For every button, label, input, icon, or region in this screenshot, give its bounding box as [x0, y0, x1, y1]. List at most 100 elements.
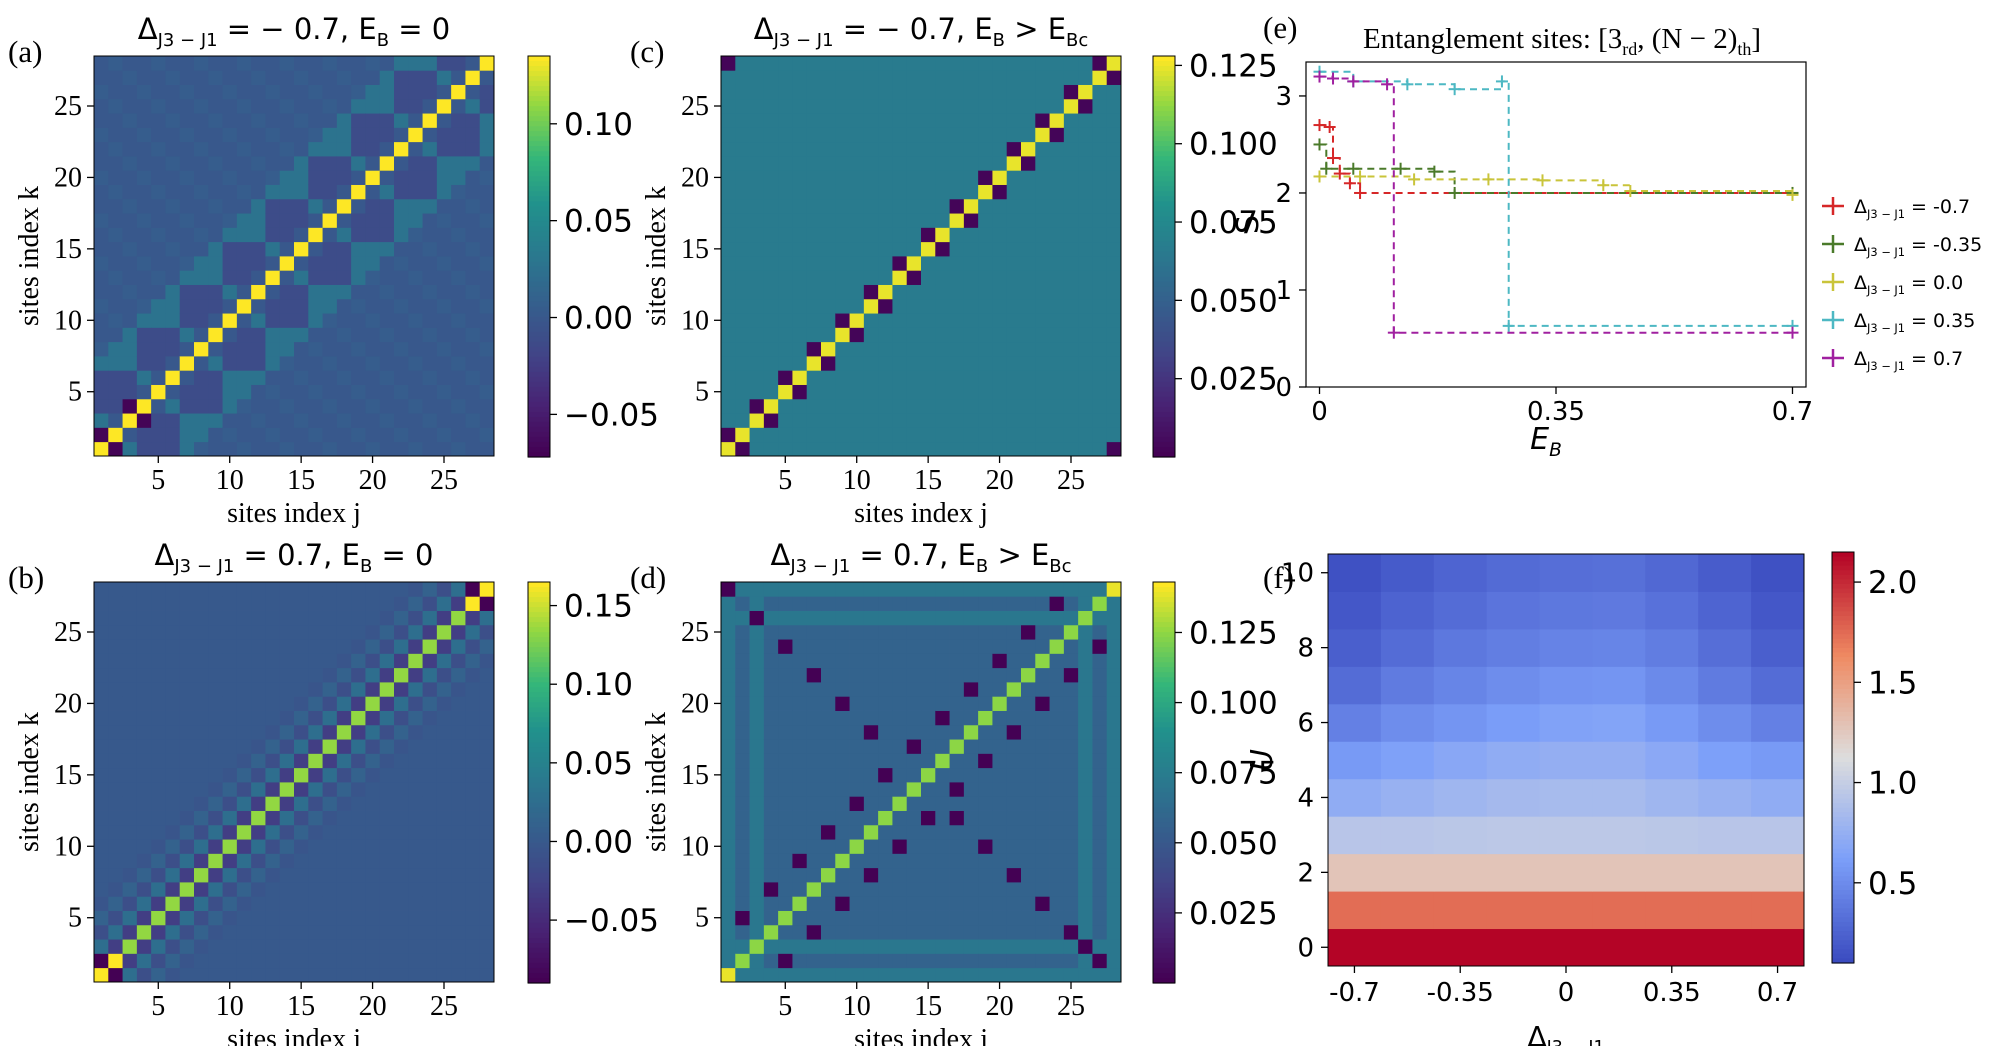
heatmap-cell — [336, 56, 352, 71]
colorbar-segment — [1832, 903, 1854, 909]
heatmap-cell — [194, 441, 209, 457]
heatmap-cell — [906, 441, 922, 457]
heatmap-cell — [749, 70, 765, 85]
colorbar-segment — [1153, 762, 1175, 769]
title-part-pre: Δ — [1527, 1020, 1546, 1046]
heatmap-cell — [778, 953, 793, 969]
heatmap-cell — [863, 896, 879, 911]
heatmap-cell — [179, 427, 195, 443]
heatmap-cell — [1328, 853, 1382, 892]
colorbar-segment — [1832, 661, 1854, 667]
heatmap-cell — [1078, 924, 1093, 940]
heatmap-cell — [963, 356, 979, 371]
heatmap-cell — [1063, 953, 1079, 969]
heatmap-cell — [806, 256, 822, 271]
heatmap-cell — [749, 653, 765, 669]
heatmap-cell — [279, 356, 295, 371]
heatmap-cell — [1021, 896, 1036, 911]
heatmap-cell — [806, 739, 822, 754]
heatmap-cell — [179, 270, 195, 285]
heatmap-cell — [94, 610, 109, 626]
colorbar-segment — [1153, 446, 1175, 453]
x-tick-label: 0 — [1311, 397, 1328, 427]
colorbar-segment — [1153, 441, 1175, 448]
heatmap-cell — [222, 441, 238, 457]
heatmap-cell — [1751, 928, 1805, 967]
heatmap-cell — [194, 284, 209, 300]
heatmap-cell — [208, 824, 223, 840]
heatmap-cell — [465, 70, 481, 85]
colorbar-segment — [1832, 739, 1854, 745]
colorbar-segment — [1832, 835, 1854, 841]
heatmap-cell — [835, 639, 850, 654]
heatmap-cell — [1380, 816, 1435, 855]
heatmap-cell — [251, 696, 266, 711]
heatmap-cell — [479, 313, 495, 328]
heatmap-cell — [351, 682, 366, 697]
heatmap-cell — [436, 939, 452, 954]
heatmap-cell — [108, 624, 123, 640]
heatmap-cell — [451, 298, 466, 314]
heatmap-cell — [906, 113, 922, 128]
heatmap-cell — [792, 839, 808, 854]
heatmap-cell — [136, 270, 152, 285]
heatmap-cell — [251, 710, 266, 726]
heatmap-cell — [1006, 84, 1022, 100]
heatmap-cell — [236, 667, 252, 683]
heatmap-cell — [422, 639, 438, 654]
heatmap-cell — [1698, 628, 1752, 667]
heatmap-cell — [1078, 782, 1093, 797]
heatmap-cell — [821, 327, 836, 343]
heatmap-cell — [1063, 156, 1079, 171]
y-axis-label: U — [1245, 749, 1280, 771]
heatmap-cell — [721, 682, 736, 697]
heatmap-cell — [949, 184, 965, 200]
heatmap-cell — [1106, 398, 1122, 414]
y-tick-label: 15 — [681, 760, 709, 791]
heatmap-cell — [308, 882, 323, 897]
heatmap-cell — [322, 70, 338, 85]
colorbar-segment — [1153, 757, 1175, 764]
x-axis-label: sites index j — [227, 1024, 361, 1046]
heatmap-cell — [251, 682, 266, 697]
heatmap-cell — [122, 298, 138, 314]
heatmap-cell — [322, 241, 338, 257]
heatmap-cell — [749, 313, 765, 328]
heatmap-cell — [821, 84, 836, 100]
colorbar-segment — [1153, 226, 1175, 233]
heatmap-cell — [1078, 127, 1093, 143]
heatmap-cell — [122, 156, 138, 171]
colorbar-segment — [528, 446, 550, 453]
legend-entry: ΔJ3 − J1 = -0.7 — [1854, 196, 1970, 221]
heatmap-cell — [308, 227, 323, 243]
heatmap-cell — [194, 170, 209, 185]
heatmap-cell — [394, 184, 409, 200]
heatmap-cell — [1021, 939, 1036, 954]
heatmap-cell — [179, 213, 195, 228]
colorbar-segment — [1153, 812, 1175, 819]
colorbar-segment — [1832, 771, 1854, 777]
heatmap-cell — [1021, 356, 1036, 371]
heatmap-cell — [1078, 370, 1093, 385]
heatmap-cell — [949, 198, 965, 214]
heatmap-cell — [94, 967, 109, 983]
heatmap-cell — [322, 256, 338, 271]
heatmap-cell — [208, 739, 223, 754]
heatmap-cell — [863, 370, 879, 385]
heatmap-cell — [1092, 70, 1108, 85]
heatmap-cell — [935, 141, 950, 157]
heatmap-cell — [935, 184, 950, 200]
heatmap-cell — [136, 739, 152, 754]
heatmap-cell — [208, 967, 223, 983]
heatmap-cell — [835, 241, 850, 257]
heatmap-cell — [749, 739, 765, 754]
heatmap-cell — [935, 724, 950, 740]
colorbar-segment — [1153, 842, 1175, 849]
heatmap-cell — [165, 184, 181, 200]
title-part-sub: J3 − J1 — [789, 556, 850, 577]
heatmap-cell — [408, 839, 423, 854]
heatmap-cell — [1006, 810, 1022, 826]
heatmap-cell — [1106, 84, 1122, 100]
heatmap-cell — [1106, 924, 1122, 940]
